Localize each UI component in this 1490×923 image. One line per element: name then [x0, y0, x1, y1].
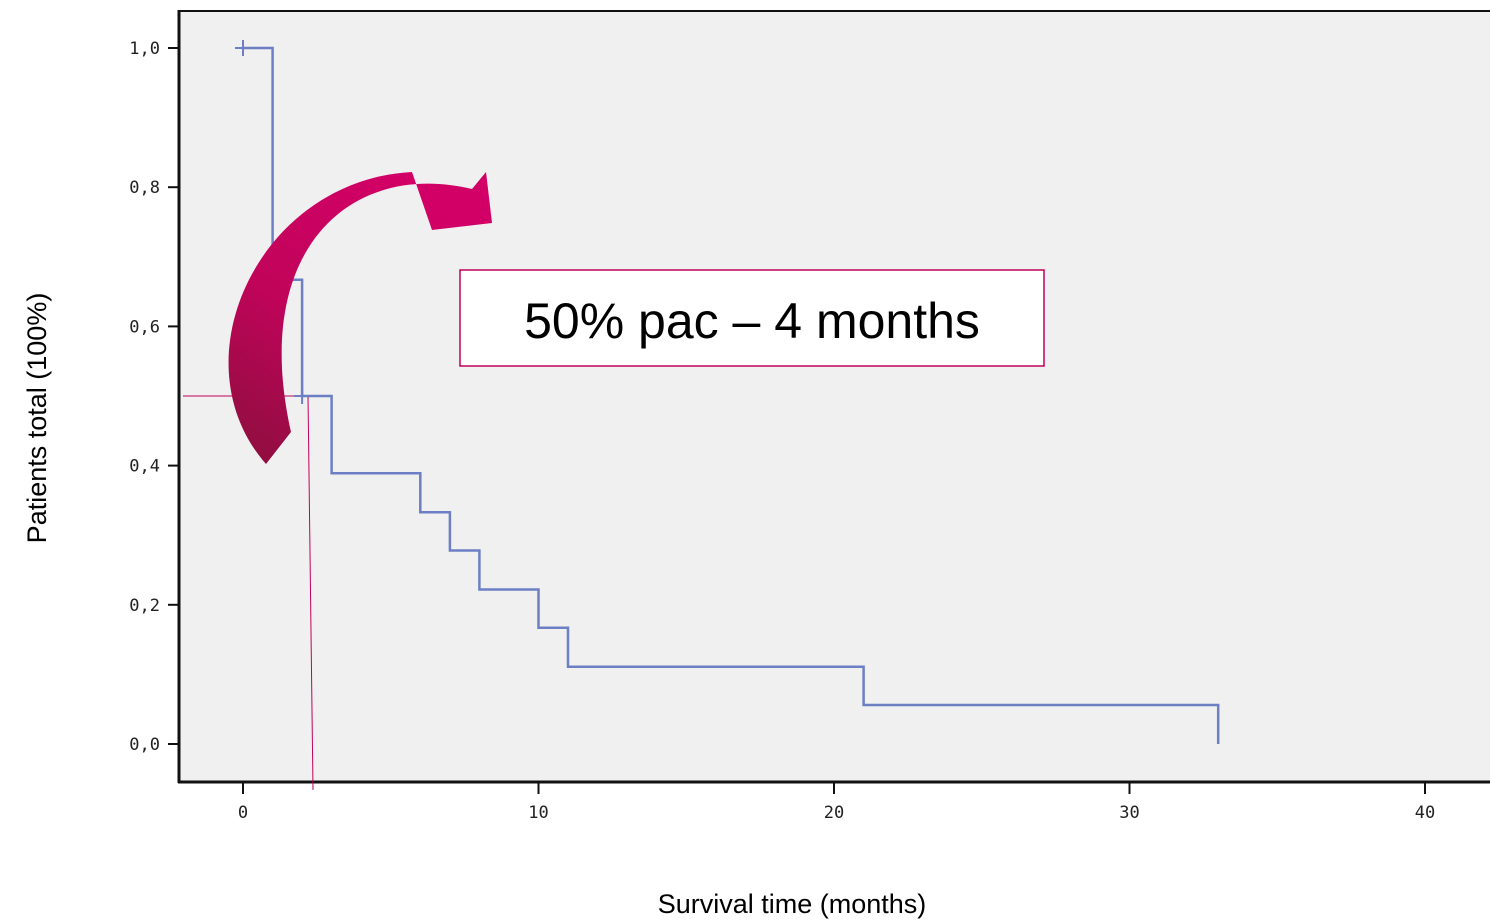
y-tick-label: 0,6	[129, 317, 160, 337]
survival-step-line	[243, 46, 1220, 744]
curved-arrow-shape	[228, 172, 492, 464]
x-tick-label: 10	[528, 803, 548, 823]
curved-arrow	[228, 172, 492, 464]
y-tick-label: 0,4	[129, 457, 160, 477]
x-tick-label: 20	[824, 803, 844, 823]
y-axis-ticks: 0,0 0,2 0,4 0,6 0,8 1,0	[129, 39, 179, 755]
median-vertical-line	[307, 395, 314, 791]
x-axis-title: Survival time (months)	[658, 889, 927, 919]
plot-background	[179, 10, 1490, 783]
y-axis-title: Patients total (100%)	[22, 293, 52, 544]
annotation-text: 50% pac – 4 months	[524, 293, 980, 349]
x-tick-label: 40	[1415, 803, 1435, 823]
annotation-box-border	[459, 269, 1045, 367]
censor-mark	[235, 40, 251, 56]
censor-mark	[294, 388, 311, 404]
x-tick-label: 0	[238, 803, 248, 823]
survival-series	[243, 46, 1220, 744]
censor-marks	[235, 40, 311, 404]
y-tick-label: 0,8	[129, 178, 160, 198]
x-tick-label: 30	[1119, 803, 1139, 823]
x-axis-ticks: 0 10 20 30 40	[238, 782, 1435, 823]
y-tick-label: 0,2	[129, 596, 160, 616]
y-tick-label: 1,0	[129, 39, 160, 59]
plot-frame	[177, 10, 1490, 784]
y-tick-label: 0,0	[129, 735, 160, 755]
annotation-box: 50% pac – 4 months	[459, 269, 1045, 367]
